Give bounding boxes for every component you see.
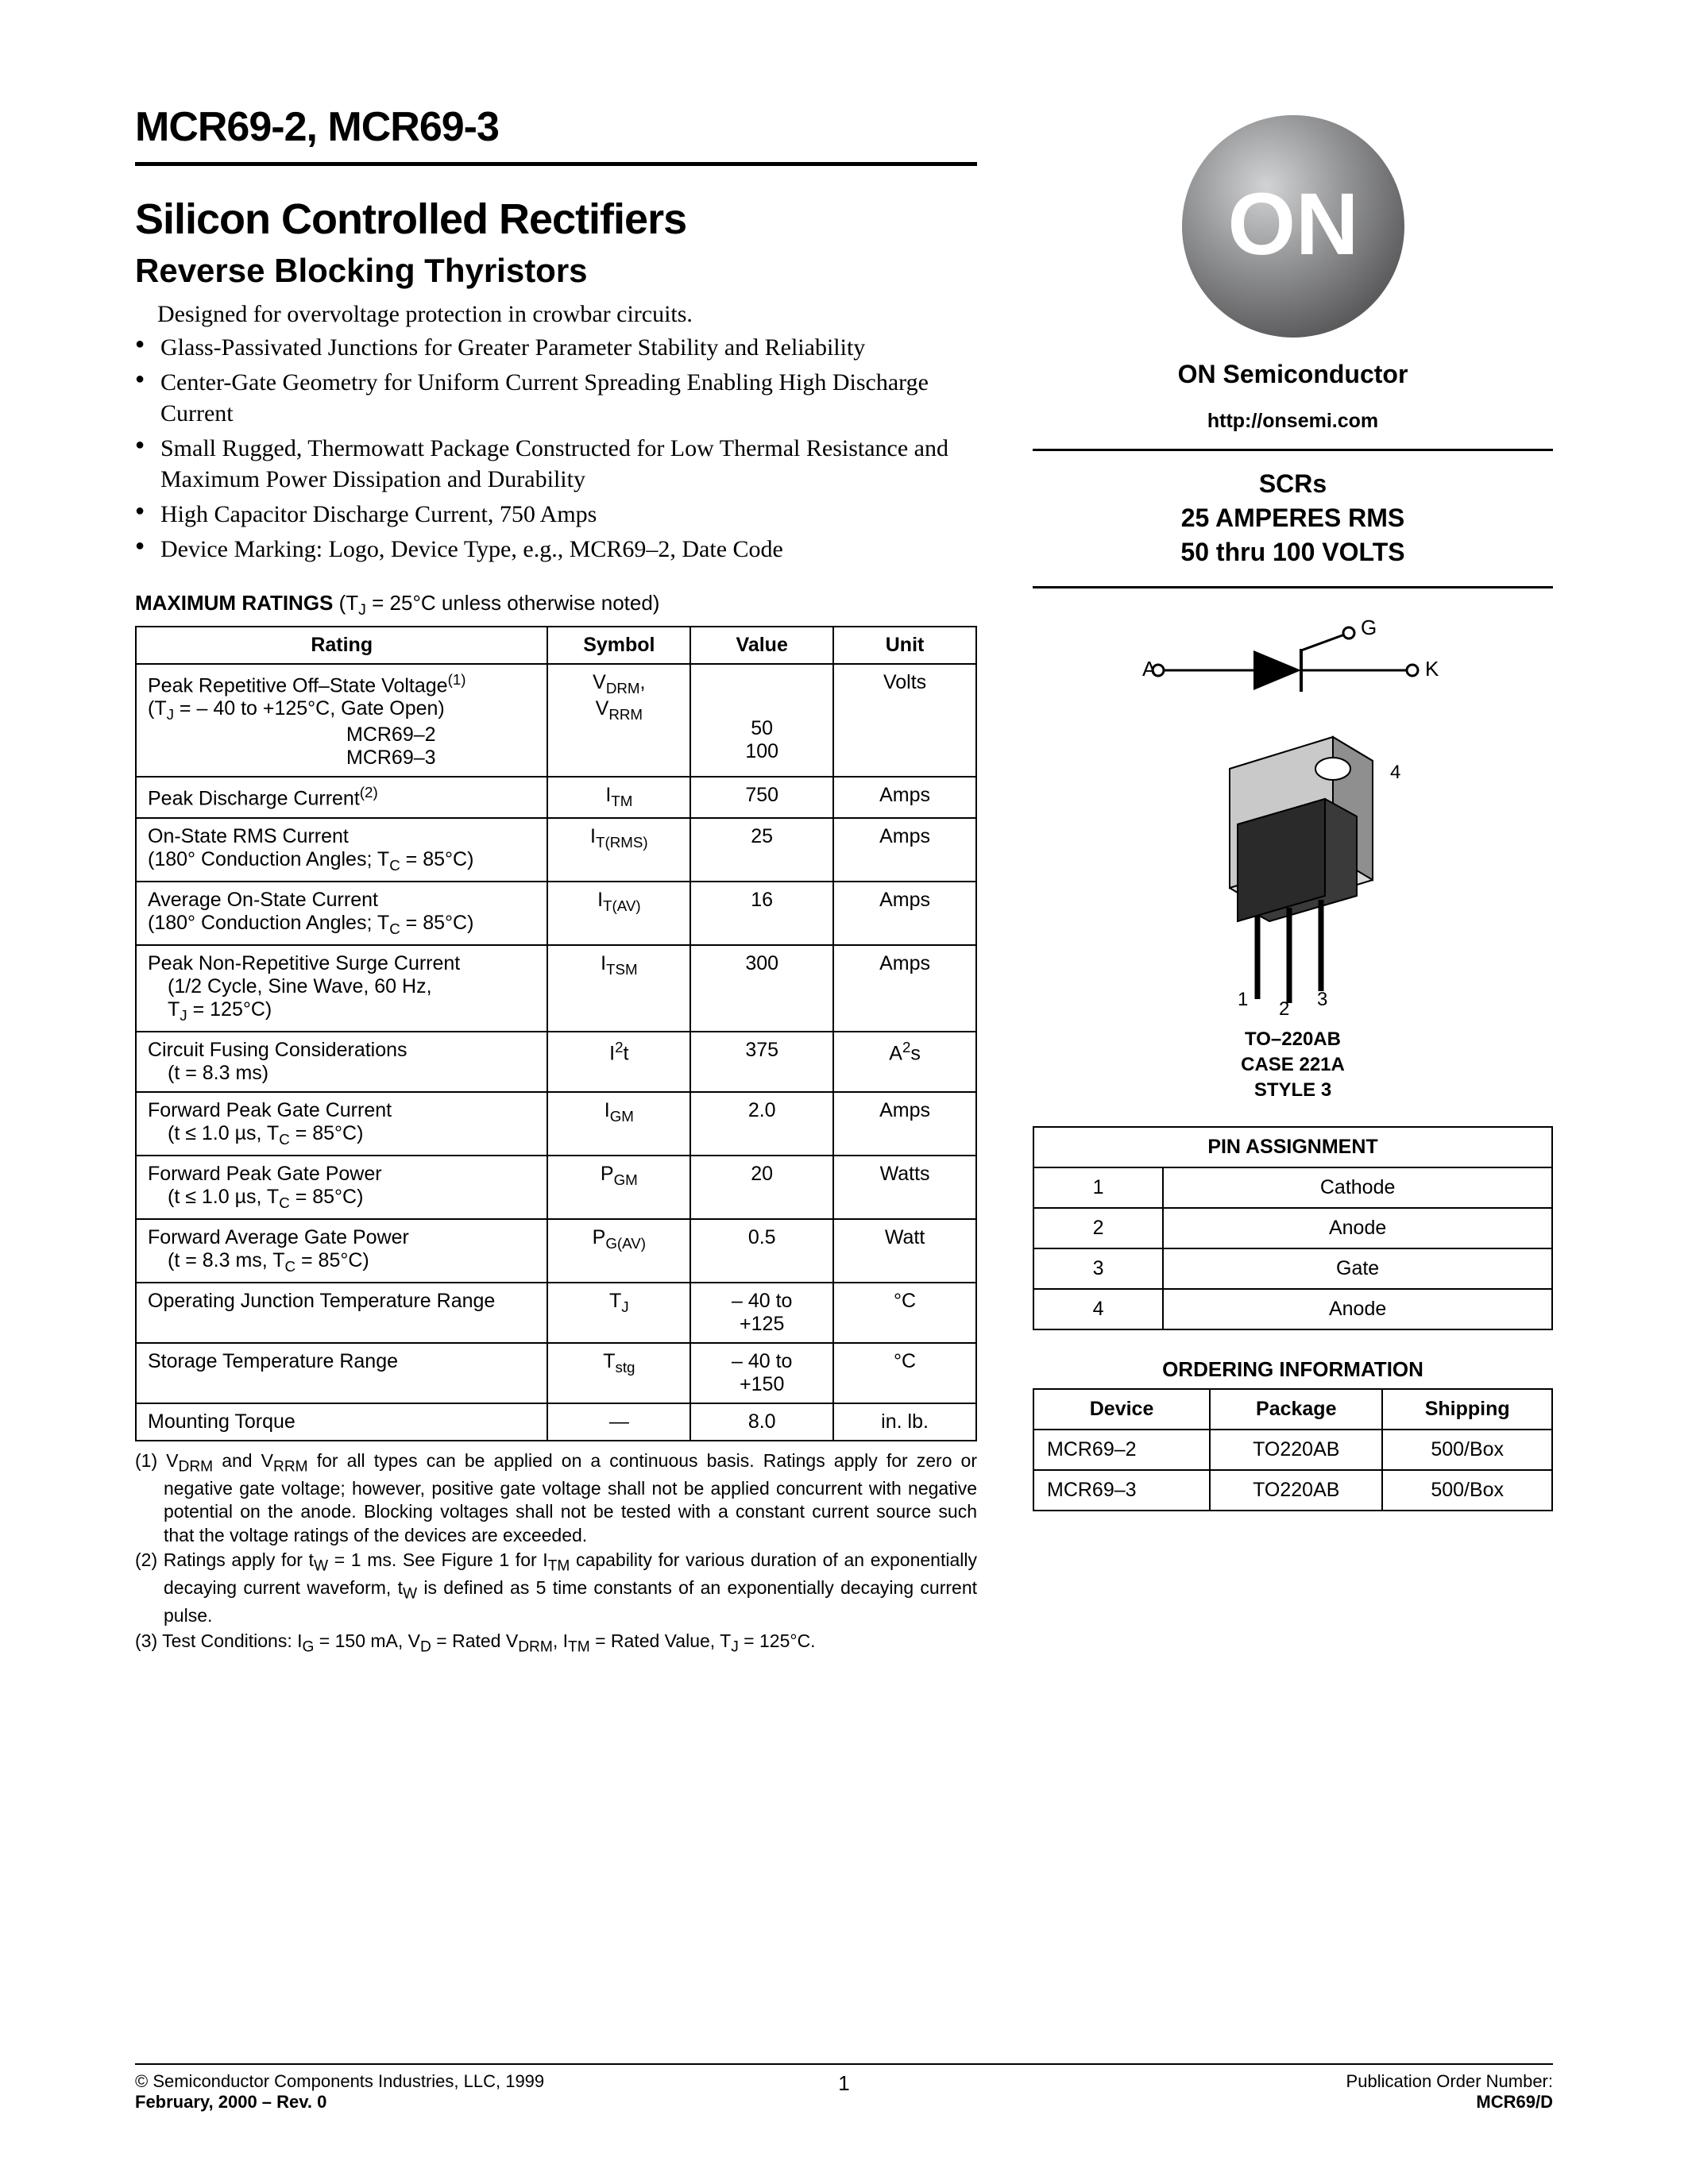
col-device: Device <box>1033 1389 1210 1430</box>
scr-symbol-icon: A G K <box>1142 619 1444 706</box>
svg-text:G: G <box>1361 619 1377 639</box>
copyright: © Semiconductor Components Industries, L… <box>135 2071 544 2092</box>
pin-title: PIN ASSIGNMENT <box>1033 1127 1552 1167</box>
feature-item: Glass-Passivated Junctions for Greater P… <box>135 333 977 363</box>
svg-text:A: A <box>1142 657 1157 681</box>
ratings-condition: (TJ = 25°C unless otherwise noted) <box>339 591 660 615</box>
pin-table: PIN ASSIGNMENT 1Cathode 2Anode 3Gate 4An… <box>1033 1126 1553 1330</box>
svg-text:ON: ON <box>1227 176 1358 273</box>
table-row: Forward Peak Gate Power (t ≤ 1.0 µs, TC … <box>136 1156 976 1219</box>
rule <box>135 162 977 166</box>
brand-url: http://onsemi.com <box>1033 410 1553 433</box>
table-row: Forward Average Gate Power (t = 8.3 ms, … <box>136 1219 976 1283</box>
table-row: Storage Temperature RangeTstg– 40 to+150… <box>136 1343 976 1403</box>
col-shipping: Shipping <box>1382 1389 1552 1430</box>
feature-item: High Capacitor Discharge Current, 750 Am… <box>135 500 977 530</box>
table-row: 1Cathode <box>1033 1167 1552 1208</box>
col-package: Package <box>1210 1389 1382 1430</box>
subtitle: Reverse Blocking Thyristors <box>135 252 977 290</box>
footer: © Semiconductor Components Industries, L… <box>135 2063 1553 2113</box>
footnote: (2) Ratings apply for tW = 1 ms. See Fig… <box>135 1549 977 1628</box>
table-row: Forward Peak Gate Current (t ≤ 1.0 µs, T… <box>136 1092 976 1156</box>
feature-item: Device Marking: Logo, Device Type, e.g.,… <box>135 534 977 565</box>
svg-text:3: 3 <box>1317 989 1327 1010</box>
package-icon: 1 2 3 4 <box>1166 729 1420 1015</box>
table-row: 4Anode <box>1033 1289 1552 1329</box>
caption-line: TO–220AB <box>1033 1027 1553 1052</box>
table-row: Circuit Fusing Considerations (t = 8.3 m… <box>136 1032 976 1092</box>
package-caption: TO–220AB CASE 221A STYLE 3 <box>1033 1027 1553 1104</box>
footnotes: (1) VDRM and VRRM for all types can be a… <box>135 1449 977 1657</box>
product-line: 25 AMPERES RMS <box>1033 501 1553 535</box>
pub-label: Publication Order Number: <box>1346 2071 1553 2092</box>
svg-text:1: 1 <box>1238 989 1248 1010</box>
revision-date: February, 2000 – Rev. 0 <box>135 2092 544 2113</box>
ratings-title: MAXIMUM RATINGS (TJ = 25°C unless otherw… <box>135 591 977 619</box>
footnote: (3) Test Conditions: IG = 150 mA, VD = R… <box>135 1630 977 1657</box>
product-summary: SCRs 25 AMPERES RMS 50 thru 100 VOLTS <box>1033 467 1553 570</box>
footer-left: © Semiconductor Components Industries, L… <box>135 2071 544 2113</box>
caption-line: STYLE 3 <box>1033 1078 1553 1103</box>
feature-item: Center-Gate Geometry for Uniform Current… <box>135 368 977 429</box>
left-column: MCR69-2, MCR69-3 Silicon Controlled Rect… <box>135 103 977 1659</box>
right-column: ON ON Semiconductor http://onsemi.com SC… <box>1033 103 1553 1659</box>
table-row: Peak Repetitive Off–State Voltage(1)(TJ … <box>136 664 976 777</box>
rule <box>1033 586 1553 588</box>
col-rating: Rating <box>136 627 547 664</box>
title: Silicon Controlled Rectifiers <box>135 195 977 244</box>
order-title: ORDERING INFORMATION <box>1033 1357 1553 1382</box>
table-row: Operating Junction Temperature RangeTJ– … <box>136 1283 976 1343</box>
pub-number: MCR69/D <box>1346 2092 1553 2113</box>
col-symbol: Symbol <box>547 627 690 664</box>
product-line: SCRs <box>1033 467 1553 501</box>
svg-text:K: K <box>1425 657 1439 681</box>
caption-line: CASE 221A <box>1033 1052 1553 1078</box>
col-unit: Unit <box>833 627 976 664</box>
col-value: Value <box>690 627 833 664</box>
ratings-table: Rating Symbol Value Unit Peak Repetitive… <box>135 626 977 1441</box>
logo: ON <box>1033 111 1553 345</box>
table-row: Average On-State Current(180° Conduction… <box>136 882 976 945</box>
feature-list: Glass-Passivated Junctions for Greater P… <box>135 333 977 565</box>
table-row: 2Anode <box>1033 1208 1552 1248</box>
product-line: 50 thru 100 VOLTS <box>1033 535 1553 569</box>
brand-name: ON Semiconductor <box>1033 360 1553 389</box>
order-table: Device Package Shipping MCR69–2TO220AB50… <box>1033 1388 1553 1511</box>
on-logo-icon: ON <box>1178 111 1408 341</box>
svg-text:2: 2 <box>1279 998 1289 1015</box>
footer-right: Publication Order Number: MCR69/D <box>1346 2071 1553 2113</box>
rule <box>1033 449 1553 451</box>
feature-item: Small Rugged, Thermowatt Package Constru… <box>135 434 977 495</box>
footnote: (1) VDRM and VRRM for all types can be a… <box>135 1449 977 1547</box>
table-row: On-State RMS Current(180° Conduction Ang… <box>136 818 976 882</box>
table-row: MCR69–2TO220AB500/Box <box>1033 1430 1552 1470</box>
table-row: MCR69–3TO220AB500/Box <box>1033 1470 1552 1511</box>
ratings-title-text: MAXIMUM RATINGS <box>135 591 333 615</box>
table-row: 3Gate <box>1033 1248 1552 1289</box>
table-row: Peak Discharge Current(2)ITM750Amps <box>136 777 976 817</box>
page-number: 1 <box>838 2071 849 2096</box>
part-number: MCR69-2, MCR69-3 <box>135 103 977 151</box>
table-row: Peak Non-Repetitive Surge Current (1/2 C… <box>136 945 976 1032</box>
intro-text: Designed for overvoltage protection in c… <box>135 301 977 328</box>
svg-text:4: 4 <box>1390 762 1400 783</box>
table-row: Mounting Torque—8.0in. lb. <box>136 1403 976 1441</box>
